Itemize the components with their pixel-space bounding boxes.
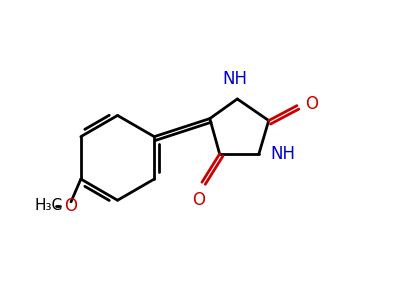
Text: O: O [64,197,78,215]
Text: O: O [192,191,205,209]
Text: H₃C: H₃C [34,198,62,213]
Text: NH: NH [270,145,295,163]
Text: O: O [306,95,319,113]
Text: NH: NH [223,70,248,88]
